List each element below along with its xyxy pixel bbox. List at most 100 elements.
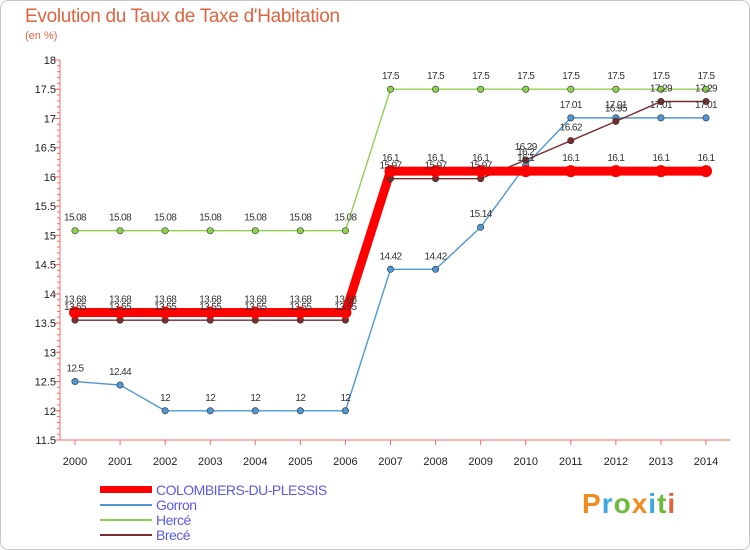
data-point	[249, 306, 262, 319]
data-point	[432, 85, 440, 93]
logo-letter: P	[582, 488, 602, 519]
x-tick-label: 2007	[378, 456, 402, 468]
x-tick-label: 2001	[108, 456, 132, 468]
data-label: 16.1	[472, 153, 490, 164]
data-label: 13.55	[334, 302, 357, 313]
data-point	[612, 117, 620, 125]
data-label: 17.5	[607, 71, 625, 82]
data-label: 16.1	[382, 153, 400, 164]
y-tick-label: 12	[44, 406, 56, 418]
data-label: 17.5	[382, 71, 400, 82]
data-label: 15.08	[64, 213, 87, 224]
data-label: 14.42	[379, 251, 402, 262]
data-point	[702, 85, 710, 93]
logo-letter: x	[631, 488, 649, 519]
data-point	[161, 407, 169, 415]
data-label: 16.95	[605, 103, 628, 114]
logo-letter: r	[601, 488, 614, 519]
legend-label: Gorron	[156, 496, 197, 513]
data-label: 17.29	[650, 84, 673, 95]
y-tick-label: 13.5	[35, 318, 56, 330]
data-label: 17.01	[560, 100, 583, 111]
data-label: 13.68	[289, 295, 312, 306]
chart-title: Evolution du Taux de Taxe d'Habitation	[25, 6, 340, 27]
data-point	[71, 378, 79, 386]
data-label: 15.08	[154, 213, 177, 224]
data-label: 16.1	[517, 153, 535, 164]
data-point	[386, 85, 394, 93]
data-label: 17.5	[562, 71, 580, 82]
data-point	[116, 381, 124, 389]
data-label: 17.5	[427, 71, 445, 82]
chart-subtitle: (en %)	[25, 30, 58, 42]
logo-letter: t	[657, 488, 668, 519]
data-label: 17.5	[652, 71, 670, 82]
data-point	[339, 306, 352, 319]
x-tick-label: 2012	[604, 456, 628, 468]
y-tick-label: 17	[44, 113, 56, 125]
data-label: 15.97	[425, 161, 448, 172]
data-point	[159, 306, 172, 319]
data-label: 16.1	[427, 153, 445, 164]
data-point	[657, 114, 665, 122]
data-point	[294, 306, 307, 319]
y-tick-label: 16	[44, 172, 56, 184]
data-point	[386, 265, 394, 273]
data-point	[296, 407, 304, 415]
logo-letter: i	[667, 488, 677, 519]
data-point	[384, 165, 397, 178]
data-point	[432, 265, 440, 273]
data-point	[522, 85, 530, 93]
y-tick-label: 13	[44, 347, 56, 359]
data-point	[522, 156, 530, 164]
data-label: 12.44	[109, 367, 132, 378]
data-label: 13.68	[199, 295, 222, 306]
data-label: 13.55	[109, 302, 132, 313]
data-point	[657, 98, 665, 106]
y-tick-label: 17.5	[35, 84, 56, 96]
series-lines	[74, 88, 706, 412]
data-label: 13.55	[244, 302, 267, 313]
line-chart: 11.5 12 12.5 13 13.5 14 14.5 15 15.5 16 16.5 17 17.5…	[35, 55, 730, 468]
data-point	[204, 306, 217, 319]
data-label: 15.08	[289, 213, 312, 224]
series-line	[75, 100, 706, 321]
x-tick-label: 2014	[694, 456, 718, 468]
legend-item: COLOMBIERS-DU-PLESSIS	[100, 481, 327, 498]
x-tick-label: 2006	[333, 456, 357, 468]
data-point	[519, 165, 532, 178]
logo-letter: i	[648, 488, 658, 519]
y-tick-label: 11.5	[35, 435, 56, 447]
data-label: 13.55	[199, 302, 222, 313]
data-label: 16.1	[562, 153, 580, 164]
y-tick-label: 18	[44, 55, 56, 67]
data-point	[251, 407, 259, 415]
data-label: 17.01	[695, 100, 718, 111]
data-point	[206, 407, 214, 415]
legend-label: COLOMBIERS-DU-PLESSIS	[156, 481, 327, 498]
data-point	[477, 85, 485, 93]
data-label: 15.08	[244, 213, 267, 224]
data-label: 15.08	[109, 213, 132, 224]
data-point	[114, 306, 127, 319]
data-label: 12	[295, 393, 306, 404]
data-label: 12	[160, 393, 171, 404]
data-label: 16.1	[652, 153, 670, 164]
x-tick-label: 2003	[198, 456, 222, 468]
logo-letter: o	[613, 488, 632, 519]
data-label: 16.1	[607, 153, 625, 164]
data-point	[564, 165, 577, 178]
data-label: 14.42	[425, 251, 448, 262]
data-label: 12	[205, 393, 216, 404]
data-label: 15.08	[334, 213, 357, 224]
legend-label: Brecé	[156, 526, 191, 543]
data-label: 12	[250, 393, 261, 404]
data-point	[702, 98, 710, 106]
data-point	[609, 165, 622, 178]
data-point	[69, 306, 81, 319]
data-label: 16.2	[517, 147, 535, 158]
data-label: 13.68	[244, 295, 267, 306]
x-tick-label: 2010	[513, 456, 537, 468]
data-point	[206, 227, 214, 235]
